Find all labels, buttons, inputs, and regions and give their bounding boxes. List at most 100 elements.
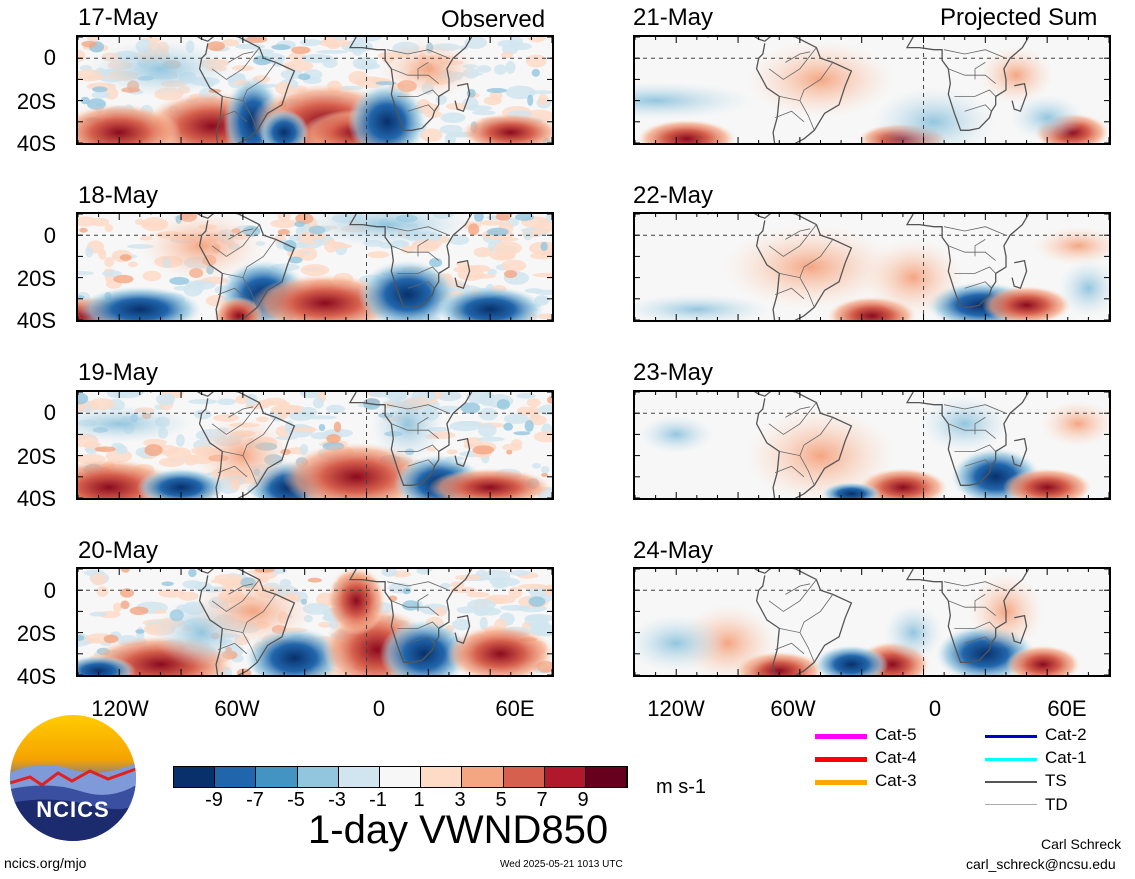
texture-blob <box>270 219 297 229</box>
texture-blob <box>477 607 502 616</box>
texture-blob <box>280 69 303 80</box>
texture-blob <box>440 583 451 589</box>
texture-blob <box>538 93 549 106</box>
texture-blob <box>418 569 433 572</box>
texture-blob <box>438 405 460 412</box>
texture-blob <box>466 88 476 98</box>
texture-blob <box>540 241 548 251</box>
legend-line-cat5 <box>815 734 867 739</box>
legend-label-cat5: Cat-5 <box>875 725 917 744</box>
texture-blob <box>188 569 197 578</box>
anomaly-blob <box>446 625 552 675</box>
country-border <box>397 621 439 629</box>
anomaly-blob <box>370 392 445 462</box>
footer-email[interactable]: carl_schreck@ncsu.edu <box>966 856 1116 872</box>
texture-blob <box>532 462 541 469</box>
country-border <box>954 621 996 629</box>
coastline <box>454 437 471 468</box>
colorbar-tick: -9 <box>205 789 223 811</box>
observed-header: Observed <box>441 6 546 33</box>
lon-label-120w: 120W <box>91 696 149 721</box>
texture-blob <box>479 407 498 421</box>
coastline <box>755 569 853 675</box>
anomaly-blob <box>378 40 478 98</box>
country-border <box>944 49 1007 59</box>
country-border <box>944 226 1007 236</box>
colorbar-swatch <box>297 767 339 787</box>
country-border <box>387 404 450 414</box>
colorbar-swatch <box>174 767 216 787</box>
texture-blob <box>300 392 323 399</box>
anomaly-blob <box>635 81 755 120</box>
texture-blob <box>505 60 516 74</box>
country-border <box>222 417 277 457</box>
colorbar-tick: -1 <box>369 789 387 811</box>
anomaly-blob <box>428 468 552 498</box>
country-border <box>397 266 439 274</box>
anomaly-blob <box>139 214 264 281</box>
country-border <box>417 62 429 80</box>
anomaly-blob <box>1041 400 1109 447</box>
anomaly-blob <box>1010 94 1085 141</box>
coastline <box>755 392 853 498</box>
texture-blob <box>528 596 546 607</box>
texture-blob <box>500 51 513 59</box>
texture-blob <box>532 272 552 278</box>
texture-blob <box>81 40 98 48</box>
texture-blob <box>169 276 190 285</box>
footer-url[interactable]: ncics.org/mjo <box>4 855 87 871</box>
country-border <box>964 636 992 644</box>
anomaly-blob <box>379 619 469 675</box>
colorbar-tick: 9 <box>577 789 589 811</box>
texture-blob <box>96 586 109 597</box>
texture-blob <box>493 241 522 255</box>
texture-blob <box>113 274 134 284</box>
map-svg <box>635 37 1109 143</box>
texture-blob <box>436 392 462 402</box>
texture-blob <box>515 214 535 221</box>
colorbar-swatch <box>503 767 545 787</box>
texture-blob <box>487 268 497 276</box>
map-svg <box>635 214 1109 320</box>
texture-blob <box>491 581 508 589</box>
colorbar-tick: 1 <box>413 789 425 811</box>
texture-blob <box>333 421 342 433</box>
legend-label-cat3: Cat-3 <box>875 771 917 790</box>
texture-blob <box>253 55 272 66</box>
texture-blob <box>158 589 186 598</box>
texture-blob <box>288 256 303 264</box>
texture-blob <box>232 72 246 81</box>
date-label-obs-3: 19-May <box>78 359 159 386</box>
anomaly-blob <box>78 404 194 443</box>
country-border <box>774 465 805 478</box>
country-border <box>417 594 429 612</box>
texture-blob <box>244 403 269 410</box>
texture-blob <box>527 94 534 107</box>
country-border <box>974 239 986 257</box>
texture-blob <box>318 424 326 432</box>
lat-label-40s: 40S <box>16 664 56 689</box>
map-panel-projected-2 <box>633 212 1111 322</box>
anomaly-blob <box>920 395 1010 453</box>
texture-blob <box>473 214 484 222</box>
lat-label-0: 0 <box>43 223 56 248</box>
map-panel-projected-4 <box>633 567 1111 677</box>
legend-line-cat1 <box>985 758 1037 761</box>
texture-blob <box>234 43 266 50</box>
country-border <box>407 104 435 112</box>
country-border <box>944 404 1007 414</box>
anomaly-blob <box>883 603 943 662</box>
texture-blob <box>277 228 290 235</box>
lon-label-60e: 60E <box>1047 696 1087 721</box>
country-border <box>954 266 996 274</box>
map-svg <box>78 569 552 675</box>
texture-blob <box>503 413 530 425</box>
texture-blob <box>486 227 509 236</box>
texture-blob <box>326 434 341 444</box>
texture-blob <box>439 124 463 135</box>
texture-blob <box>486 88 508 94</box>
country-border <box>954 444 996 452</box>
texture-blob <box>80 96 90 105</box>
texture-blob <box>245 37 268 44</box>
texture-blob <box>511 439 523 448</box>
